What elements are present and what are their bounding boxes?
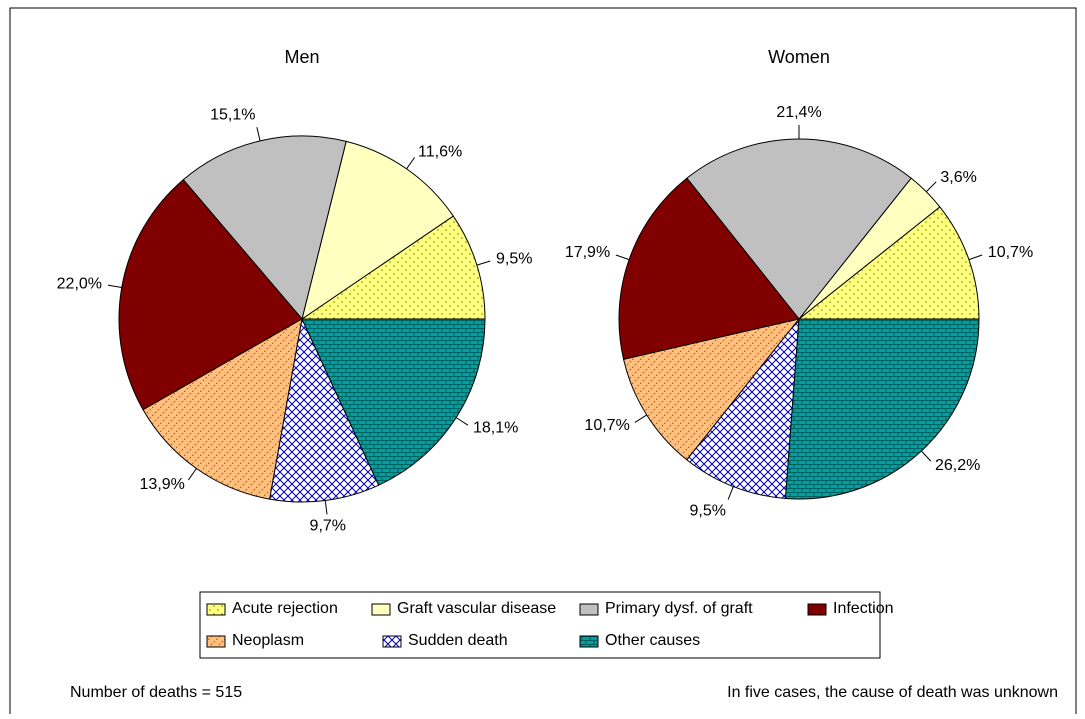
pie-slice [622, 318, 801, 461]
data-label: 3,6% [940, 169, 976, 186]
data-label: 10,7% [988, 244, 1033, 261]
leader-line [324, 500, 328, 515]
data-label: 26,2% [935, 457, 980, 474]
legend-swatch [371, 603, 391, 616]
pie-slice [301, 318, 486, 486]
frame [9, 7, 1077, 719]
leader-line [107, 284, 122, 288]
leader-line [406, 157, 416, 170]
legend-label: Acute rejection [232, 600, 338, 617]
leader-line [634, 414, 647, 423]
note: Number of deaths = 515 [70, 684, 242, 701]
legend-swatch [579, 603, 599, 616]
leader-line [615, 254, 630, 261]
legend-swatch [206, 603, 226, 616]
leader-line [925, 181, 937, 193]
data-label: 13,9% [140, 476, 185, 493]
data-label: 21,4% [776, 104, 821, 121]
pie-slice [618, 177, 800, 360]
pie-slice [300, 215, 486, 320]
leader-line [921, 450, 932, 462]
data-label: 11,6% [418, 144, 462, 161]
leader-line [476, 260, 491, 266]
pie-slice [686, 138, 912, 320]
pie-slice [142, 318, 303, 500]
data-label: 9,7% [310, 518, 346, 535]
data-label: 22,0% [57, 275, 102, 292]
data-label: 9,5% [496, 250, 532, 267]
legend-label: Other causes [605, 632, 700, 649]
legend-label: Graft vascular disease [397, 600, 556, 617]
data-label: 17,9% [565, 244, 610, 261]
legend-label: Infection [833, 600, 893, 617]
note: In five cases, the cause of death was un… [727, 684, 1058, 701]
legend-label: Neoplasm [232, 632, 304, 649]
pie-slice [797, 206, 980, 320]
leader-line [455, 417, 469, 426]
legend-label: Primary dysf. of graft [605, 600, 753, 617]
data-label: 10,7% [584, 417, 629, 434]
chart-title: Women [768, 47, 830, 67]
data-label: 15,1% [210, 107, 255, 124]
legend-label: Sudden death [408, 632, 508, 649]
pie-slice [118, 179, 303, 411]
legend-swatch [206, 635, 226, 648]
chart-title: Men [284, 47, 319, 67]
legend-swatch [382, 635, 402, 648]
data-label: 9,5% [689, 502, 725, 519]
leader-line [256, 127, 261, 141]
legend-swatch [579, 635, 599, 648]
data-label: 18,1% [473, 420, 518, 437]
leader-line [187, 468, 197, 481]
legend-swatch [807, 603, 827, 616]
legend-box [199, 591, 881, 659]
leader-line [727, 486, 734, 500]
leader-line [968, 254, 983, 261]
pie-slice [784, 318, 980, 500]
